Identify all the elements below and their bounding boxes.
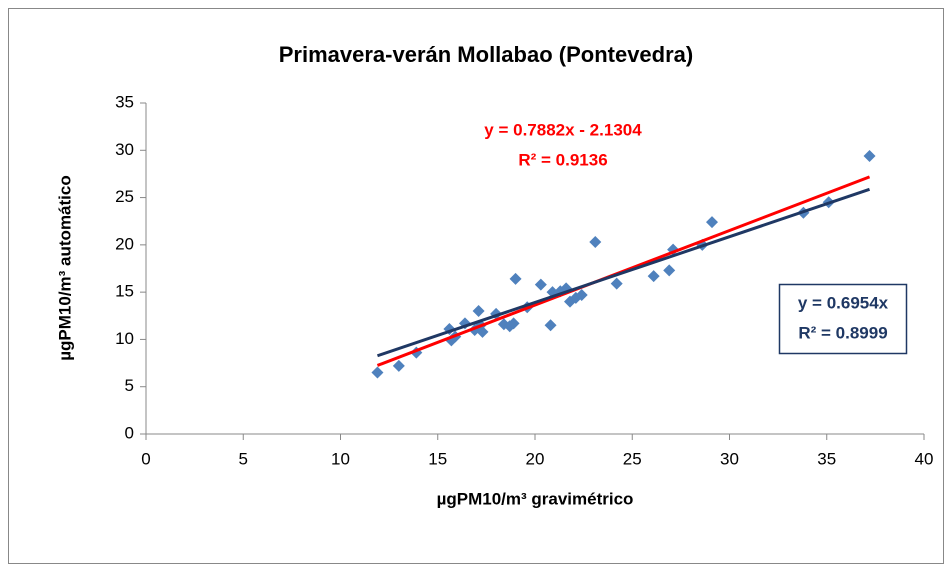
trend-label-box <box>778 283 908 355</box>
point <box>509 272 522 285</box>
point <box>392 359 405 372</box>
y-tick-label: 15 <box>115 282 134 301</box>
y-tick-label: 25 <box>115 187 134 206</box>
x-tick-label: 40 <box>915 449 934 468</box>
x-tick-label: 25 <box>623 449 642 468</box>
point <box>534 278 547 291</box>
x-tick-label: 10 <box>331 449 350 468</box>
y-tick-label: 20 <box>115 234 134 253</box>
point <box>507 317 520 330</box>
point <box>610 277 623 290</box>
point <box>647 270 660 283</box>
x-tick-label: 20 <box>526 449 545 468</box>
point <box>705 216 718 229</box>
trend-line <box>376 187 871 358</box>
point <box>476 325 489 338</box>
chart-title: Primavera-verán Mollabao (Pontevedra) <box>279 42 693 67</box>
y-axis-label: µgPM10/m³ automático <box>55 175 74 361</box>
trend-r2: R² = 0.8999 <box>798 323 887 342</box>
trend-r2: R² = 0.9136 <box>518 150 607 169</box>
point <box>589 236 602 249</box>
y-tick-label: 30 <box>115 140 134 159</box>
point <box>663 264 676 277</box>
x-tick-label: 35 <box>817 449 836 468</box>
x-tick-label: 15 <box>428 449 447 468</box>
x-axis-label: µgPM10/m³ gravimétrico <box>437 489 634 508</box>
x-tick-label: 0 <box>141 449 150 468</box>
x-tick-label: 5 <box>239 449 248 468</box>
point <box>575 288 588 301</box>
y-tick-label: 10 <box>115 329 134 348</box>
trend-equation: y = 0.7882x - 2.1304 <box>484 120 642 139</box>
y-tick-label: 0 <box>125 423 134 442</box>
trend-equation: y = 0.6954x <box>798 293 889 312</box>
point <box>863 149 876 162</box>
point <box>472 305 485 318</box>
point <box>503 320 516 333</box>
y-tick-label: 35 <box>115 92 134 111</box>
y-tick-label: 5 <box>125 376 134 395</box>
x-tick-label: 30 <box>720 449 739 468</box>
point <box>544 319 557 332</box>
point <box>371 366 384 379</box>
